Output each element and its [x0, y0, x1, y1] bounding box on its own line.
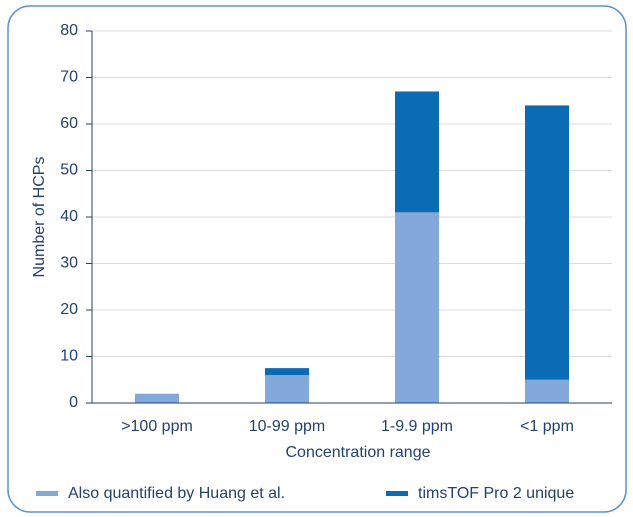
bar-segment	[265, 368, 309, 376]
y-tick-label: 80	[60, 22, 78, 39]
y-tick-label: 20	[60, 301, 78, 318]
y-tick-label: 0	[69, 394, 78, 411]
bar-segment	[265, 375, 309, 403]
x-tick-label: >100 ppm	[121, 418, 193, 435]
y-tick-label: 40	[60, 208, 78, 225]
x-axis-title: Concentration range	[286, 444, 431, 461]
legend-swatch	[36, 491, 58, 496]
x-tick-label: 10-99 ppm	[249, 418, 326, 435]
legend-swatch	[386, 491, 408, 496]
x-tick-label: <1 ppm	[520, 418, 574, 435]
y-tick-label: 30	[60, 255, 78, 272]
y-tick-label: 50	[60, 162, 78, 179]
frame	[7, 5, 627, 513]
y-axis-title: Number of HCPs	[31, 157, 48, 278]
y-tick-label: 10	[60, 348, 78, 365]
bar-segment	[395, 212, 439, 403]
x-tick-label: 1-9.9 ppm	[381, 418, 453, 435]
bar-segment	[135, 393, 179, 403]
y-tick-label: 60	[60, 115, 78, 132]
legend-label: timsTOF Pro 2 unique	[418, 485, 574, 502]
bars	[135, 91, 569, 403]
bar-segment	[395, 91, 439, 213]
bar-segment	[525, 105, 569, 380]
axes: 0 10 20 30 40 50 60 70 80 >100 ppm 10-99 ppm 1-9.9 …	[60, 22, 612, 435]
legend-label: Also quantified by Huang et al.	[68, 485, 285, 502]
y-tick-label: 70	[60, 69, 78, 86]
bar-segment	[525, 379, 569, 403]
